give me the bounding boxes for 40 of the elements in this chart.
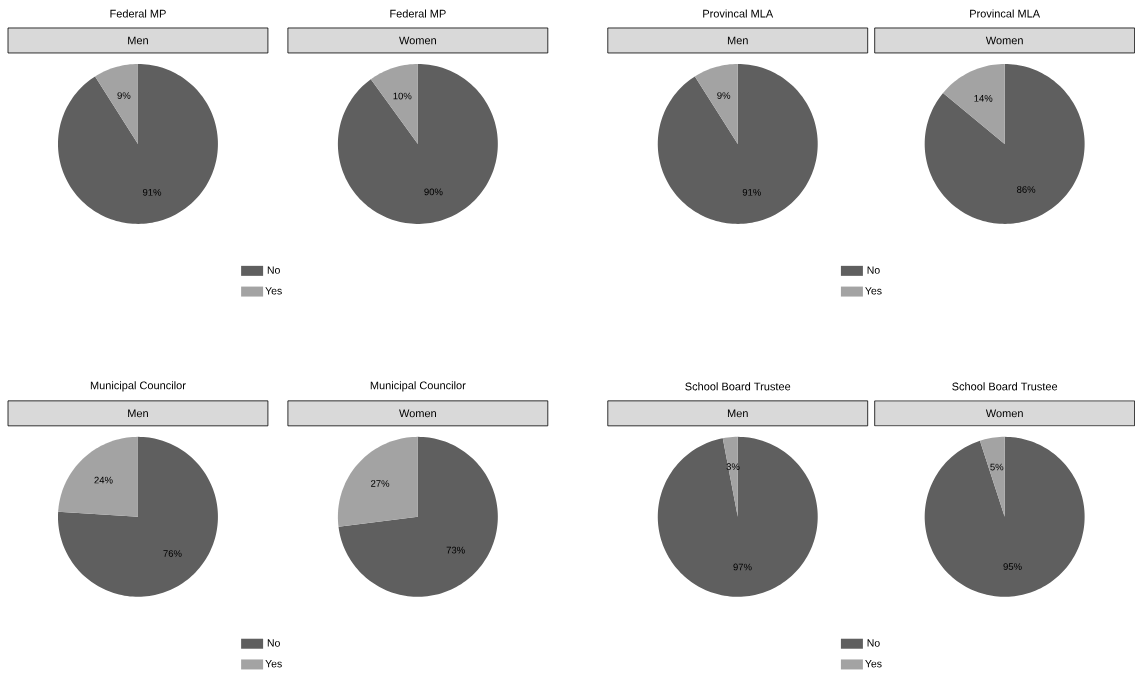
chart-title: Municipal Councilor [90, 381, 186, 392]
chart-title: Provincal MLA [970, 9, 1041, 18]
data-label: 27% [371, 480, 390, 487]
slice-label: Men [727, 409, 748, 418]
legend-label: Yes [265, 660, 282, 668]
data-label: 73% [446, 546, 465, 554]
legend-label: No [267, 639, 280, 647]
data-label: 91% [742, 189, 761, 196]
data-label: 24% [94, 476, 113, 484]
chart-title: School Board Trustee [952, 382, 1058, 391]
legend-label: Yes [865, 287, 882, 295]
legend-label: No [867, 266, 880, 274]
data-label: 76% [163, 550, 182, 558]
data-label: 3% [726, 463, 740, 471]
data-label: 91% [142, 189, 162, 196]
slice-label: Women [399, 36, 436, 45]
data-label: 9% [117, 92, 131, 100]
data-label: 14% [974, 95, 993, 102]
data-label: 95% [1003, 563, 1022, 571]
chart-title: Municipal Councilor [370, 381, 466, 392]
data-label: 5% [990, 463, 1004, 471]
slice-label: Men [727, 36, 748, 45]
data-label: 97% [733, 563, 752, 571]
chart-title: Federal MP [110, 9, 166, 18]
chart-title: Federal MP [390, 9, 446, 18]
legend-label: Yes [265, 287, 282, 295]
chart-title: Provincal MLA [703, 9, 774, 18]
data-label: 86% [1017, 186, 1036, 194]
data-label: 10% [393, 92, 412, 100]
slice-label: Women [985, 409, 1023, 418]
data-label: 9% [717, 92, 731, 100]
slice-label: Men [128, 36, 148, 45]
slice-label: Men [128, 409, 148, 418]
legend-label: No [267, 266, 280, 274]
data-label: 90% [424, 188, 443, 196]
legend-label: Yes [865, 660, 882, 668]
legend-label: No [867, 639, 880, 647]
slice-label: Women [399, 409, 436, 418]
slice-label: Women [985, 36, 1023, 45]
chart-title: School Board Trustee [685, 382, 791, 391]
